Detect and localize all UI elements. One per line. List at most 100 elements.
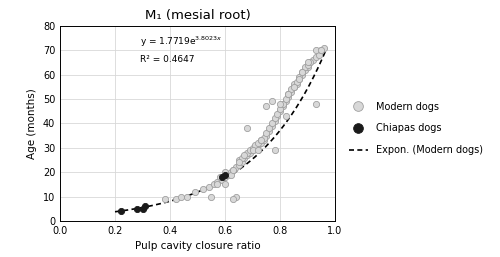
Point — [229, 168, 237, 172]
Point — [199, 187, 207, 191]
Point — [252, 146, 260, 150]
Point — [182, 195, 190, 199]
Point — [279, 102, 287, 106]
Point — [298, 70, 306, 74]
Point — [284, 95, 292, 99]
Point — [260, 136, 268, 140]
Point — [276, 107, 284, 111]
Point — [243, 126, 251, 130]
Point — [257, 141, 265, 145]
Point — [248, 146, 256, 150]
Point — [221, 175, 229, 179]
Point — [276, 109, 284, 113]
Point — [282, 114, 290, 118]
Point — [320, 46, 328, 50]
Point — [304, 63, 312, 67]
Point — [218, 177, 226, 181]
Point — [218, 175, 226, 179]
Point — [270, 119, 278, 123]
Point — [238, 160, 246, 164]
Point — [133, 207, 141, 211]
Point — [312, 48, 320, 52]
Point — [229, 168, 237, 172]
Point — [268, 99, 276, 104]
Point — [141, 204, 149, 208]
Point — [304, 65, 312, 69]
Point — [298, 72, 306, 77]
X-axis label: Pulp cavity closure ratio: Pulp cavity closure ratio — [134, 241, 260, 251]
Point — [226, 170, 234, 174]
Point — [254, 143, 262, 148]
Point — [290, 85, 298, 89]
Point — [262, 131, 270, 135]
Point — [290, 85, 298, 89]
Point — [138, 207, 146, 211]
Point — [226, 173, 234, 177]
Point — [284, 92, 292, 96]
Y-axis label: Age (months): Age (months) — [27, 88, 37, 159]
Point — [284, 92, 292, 96]
Point — [265, 128, 273, 133]
Point — [262, 104, 270, 108]
Point — [290, 82, 298, 86]
Point — [257, 138, 265, 142]
Point — [306, 60, 314, 64]
Point — [295, 75, 303, 79]
Point — [221, 170, 229, 174]
Point — [295, 77, 303, 81]
Point — [243, 151, 251, 155]
Text: R² = 0.4647: R² = 0.4647 — [140, 55, 194, 64]
Point — [224, 173, 232, 177]
Point — [216, 175, 224, 179]
Point — [287, 89, 295, 94]
Point — [235, 158, 243, 162]
Point — [177, 195, 185, 199]
Point — [279, 104, 287, 108]
Point — [204, 185, 212, 189]
Point — [282, 97, 290, 101]
Point — [257, 138, 265, 142]
Title: M₁ (mesial root): M₁ (mesial root) — [144, 9, 250, 22]
Point — [292, 82, 300, 86]
Point — [248, 148, 256, 152]
Point — [273, 114, 281, 118]
Point — [301, 65, 309, 69]
Point — [262, 134, 270, 138]
Point — [270, 148, 278, 152]
Point — [312, 102, 320, 106]
Point — [265, 126, 273, 130]
Point — [254, 141, 262, 145]
Point — [273, 112, 281, 116]
Point — [276, 102, 284, 106]
Point — [317, 48, 325, 52]
Point — [270, 116, 278, 121]
Point — [160, 197, 168, 201]
Point — [240, 155, 248, 160]
Point — [292, 80, 300, 84]
Point — [238, 155, 246, 160]
Point — [252, 143, 260, 148]
Point — [314, 53, 322, 57]
Point — [317, 48, 325, 52]
Point — [298, 70, 306, 74]
Legend: Modern dogs, Chiapas dogs, Expon. (Modern dogs): Modern dogs, Chiapas dogs, Expon. (Moder… — [345, 98, 487, 159]
Point — [116, 209, 124, 213]
Point — [221, 182, 229, 187]
Point — [268, 121, 276, 125]
Point — [232, 195, 240, 199]
Point — [309, 58, 317, 62]
Point — [221, 173, 229, 177]
Point — [191, 190, 199, 194]
Point — [260, 138, 268, 142]
Point — [213, 182, 221, 187]
Point — [232, 165, 240, 169]
Point — [246, 148, 254, 152]
Point — [287, 87, 295, 91]
Point — [240, 153, 248, 157]
Point — [235, 160, 243, 164]
Point — [301, 68, 309, 72]
Point — [312, 56, 320, 60]
Point — [248, 148, 256, 152]
Point — [210, 182, 218, 187]
Point — [306, 60, 314, 64]
